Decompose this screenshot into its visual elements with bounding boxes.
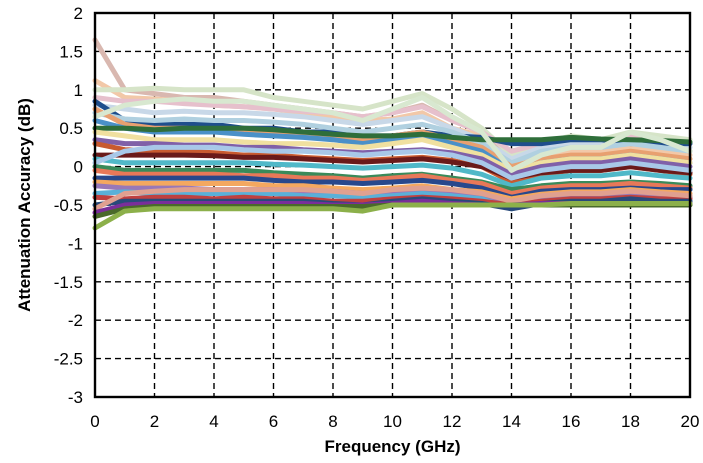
y-tick-label: 0.5 xyxy=(59,119,83,138)
y-tick-label: 1 xyxy=(74,81,83,100)
series-line-18 xyxy=(92,167,693,196)
series-line-16 xyxy=(92,144,693,181)
y-tick-label: 0 xyxy=(74,158,83,177)
plot-frame xyxy=(93,11,692,399)
y-tick-label: -3 xyxy=(68,388,83,407)
y-tick-label: -2 xyxy=(68,311,83,330)
x-tick-label: 12 xyxy=(443,412,462,431)
x-tick-label: 14 xyxy=(502,412,521,431)
series-line-5 xyxy=(92,102,693,162)
x-tick-label: 2 xyxy=(150,412,159,431)
x-axis-title: Frequency (GHz) xyxy=(324,437,460,456)
y-tick-labels: 2 1.5 1 0.5 0 -0.5 -1 -1.5 -2 -2.5 -3 xyxy=(54,4,83,407)
x-tick-label: 18 xyxy=(621,412,640,431)
series-line-29 xyxy=(92,95,693,173)
y-tick-label: 1.5 xyxy=(59,42,83,61)
series-line-10 xyxy=(92,125,693,145)
x-tick-label: 0 xyxy=(90,412,99,431)
y-tick-label: -0.5 xyxy=(54,196,83,215)
x-tick-labels: 0 2 4 6 8 10 12 14 16 18 20 xyxy=(90,412,699,431)
series-line-14 xyxy=(92,152,693,181)
series-line-11 xyxy=(92,129,693,173)
y-tick-label: -1 xyxy=(68,234,83,253)
x-tick-label: 6 xyxy=(269,412,278,431)
x-tick-label: 16 xyxy=(562,412,581,431)
x-tick-label: 4 xyxy=(209,412,218,431)
y-tick-label: -2.5 xyxy=(54,350,83,369)
y-tick-label: 2 xyxy=(74,4,83,23)
y-axis-title: Attenuation Accuracy (dB) xyxy=(15,98,34,312)
series-line-28 xyxy=(92,201,693,231)
series-line-15 xyxy=(92,156,693,189)
series-lines xyxy=(92,37,693,231)
series-line-25 xyxy=(92,185,693,212)
x-tick-label: 8 xyxy=(328,412,337,431)
x-tick-label: 10 xyxy=(383,412,402,431)
y-tick-label: -1.5 xyxy=(54,273,83,292)
x-tick-label: 20 xyxy=(681,412,700,431)
